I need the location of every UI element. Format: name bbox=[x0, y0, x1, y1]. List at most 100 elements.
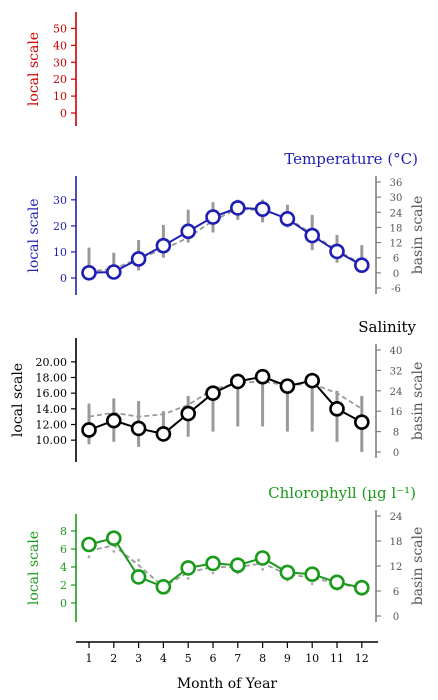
left-tick-label: 0 bbox=[60, 107, 67, 120]
x-tick-label: 2 bbox=[110, 652, 117, 665]
basin-point bbox=[310, 582, 314, 586]
local-point bbox=[279, 211, 296, 227]
x-tick-label: 11 bbox=[330, 652, 344, 665]
local-point bbox=[106, 412, 122, 429]
right-tick-label: -6 bbox=[391, 284, 401, 295]
left-tick-label: 8 bbox=[60, 525, 67, 538]
basin-mean-layer bbox=[87, 208, 364, 596]
right-tick-label: 0 bbox=[393, 448, 399, 459]
local-point bbox=[205, 555, 221, 572]
local-point bbox=[155, 237, 172, 254]
left-tick-label: 12.00 bbox=[36, 419, 68, 432]
left-tick-label: 4 bbox=[60, 561, 67, 574]
local-point bbox=[230, 373, 246, 390]
right-tick-label: 32 bbox=[390, 366, 403, 377]
local-point bbox=[205, 209, 221, 225]
right-tick-label: 18 bbox=[390, 223, 403, 234]
local-point bbox=[279, 378, 296, 394]
left-tick-label: 30 bbox=[53, 56, 67, 69]
left-tick-label: 10 bbox=[53, 246, 67, 259]
range-bars-layer bbox=[87, 199, 364, 452]
left-tick-label: 10.00 bbox=[36, 434, 68, 447]
local-point bbox=[155, 426, 172, 442]
basin-point bbox=[137, 558, 141, 562]
left-axis-label: local scale bbox=[26, 198, 42, 272]
panel-title: Chlorophyll (µg l⁻¹) bbox=[268, 484, 416, 502]
left-tick-label: 30 bbox=[53, 194, 67, 207]
local-point bbox=[230, 200, 246, 216]
right-tick-label: 0 bbox=[393, 269, 399, 280]
left-tick-label: 20.00 bbox=[36, 356, 68, 369]
left-tick-label: 18.00 bbox=[36, 372, 68, 385]
basin-point bbox=[112, 550, 116, 553]
local-point bbox=[130, 569, 147, 585]
left-tick-label: 16.00 bbox=[36, 387, 68, 400]
x-tick-label: 1 bbox=[86, 652, 93, 665]
x-tick-label: 9 bbox=[284, 652, 291, 665]
x-tick-label: 8 bbox=[259, 652, 266, 665]
x-tick-label: 7 bbox=[234, 652, 241, 665]
local-point bbox=[353, 414, 370, 430]
right-tick-label: 0 bbox=[393, 612, 399, 623]
local-point bbox=[155, 578, 172, 595]
right-tick-label: 30 bbox=[390, 193, 403, 204]
local-point bbox=[254, 201, 271, 217]
right-tick-label: 24 bbox=[390, 512, 403, 523]
left-tick-label: 2 bbox=[60, 579, 67, 592]
right-tick-label: 12 bbox=[390, 562, 403, 573]
local-point bbox=[180, 560, 196, 576]
local-point bbox=[304, 372, 321, 389]
left-axis-label: local scale bbox=[26, 531, 42, 605]
basin-mean-line bbox=[88, 544, 362, 590]
local-point bbox=[329, 574, 345, 591]
right-axis-label: basin scale bbox=[410, 196, 426, 275]
right-tick-label: 24 bbox=[390, 208, 403, 219]
local-point bbox=[279, 564, 296, 581]
local-point bbox=[304, 227, 321, 244]
local-series-line bbox=[88, 375, 363, 435]
x-tick-label: 10 bbox=[305, 652, 319, 665]
local-point bbox=[353, 579, 370, 596]
x-axis-label: Month of Year bbox=[177, 676, 278, 692]
right-tick-label: 16 bbox=[390, 407, 403, 418]
right-tick-label: 24 bbox=[390, 387, 403, 398]
left-tick-label: 20 bbox=[53, 73, 67, 86]
local-point bbox=[353, 257, 370, 274]
local-series-layer bbox=[81, 200, 370, 596]
left-tick-label: 20 bbox=[53, 220, 67, 233]
right-tick-label: 18 bbox=[390, 537, 403, 548]
panel-title: Temperature (°C) bbox=[284, 150, 418, 168]
left-tick-label: 14.00 bbox=[36, 403, 68, 416]
left-axis-label: local scale bbox=[10, 363, 26, 437]
left-axis-label: local scale bbox=[26, 32, 42, 106]
right-tick-label: 8 bbox=[393, 428, 399, 439]
right-tick-label: 40 bbox=[390, 346, 403, 357]
x-tick-label: 4 bbox=[160, 652, 167, 665]
left-tick-label: 10 bbox=[53, 90, 67, 103]
local-point bbox=[130, 251, 147, 267]
left-tick-label: 0 bbox=[60, 597, 67, 610]
local-point bbox=[180, 223, 196, 240]
local-point bbox=[130, 420, 147, 437]
x-tick-label: 3 bbox=[135, 652, 142, 665]
local-point bbox=[81, 536, 97, 553]
right-tick-label: 36 bbox=[390, 178, 403, 189]
local-point bbox=[254, 368, 271, 385]
x-tick-label: 5 bbox=[185, 652, 192, 665]
local-point bbox=[106, 264, 122, 280]
local-point bbox=[205, 385, 221, 401]
local-point bbox=[81, 264, 97, 281]
local-point bbox=[180, 405, 196, 422]
local-series-line bbox=[88, 537, 363, 589]
left-tick-label: 6 bbox=[60, 543, 67, 556]
local-point bbox=[329, 243, 345, 260]
right-axis-label: basin scale bbox=[410, 362, 426, 441]
right-axis-label: basin scale bbox=[410, 527, 426, 606]
local-point bbox=[304, 566, 321, 583]
local-point bbox=[254, 550, 271, 566]
left-tick-label: 50 bbox=[53, 22, 67, 35]
basin-point bbox=[87, 555, 91, 559]
local-point bbox=[81, 422, 97, 438]
